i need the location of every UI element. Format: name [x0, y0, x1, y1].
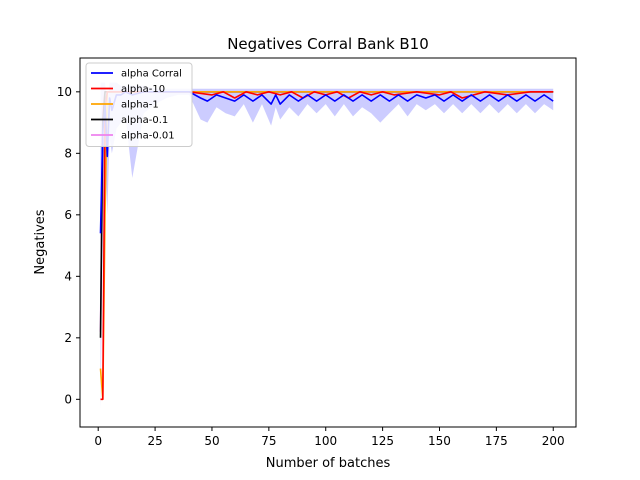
x-tick-label: 100 — [314, 434, 337, 448]
plot-frame — [79, 57, 577, 428]
legend-label: alpha-1 — [121, 100, 159, 111]
x-tick-label: 50 — [204, 434, 219, 448]
legend: alpha Corral alpha-10 alpha-1 alpha-0.1 alph… — [85, 62, 193, 147]
legend-label: alpha-10 — [121, 84, 165, 95]
x-tick-label: 0 — [94, 434, 102, 448]
x-tick-label: 200 — [542, 434, 565, 448]
y-tick-label: 8 — [64, 146, 72, 160]
legend-label: alpha Corral — [121, 69, 182, 80]
x-tick-label: 175 — [485, 434, 508, 448]
legend-box — [85, 62, 193, 147]
y-tick-label: 10 — [57, 85, 72, 99]
axis-ticks: 0 25 50 75 100 125 150 175 200 0 2 4 6 8 10 — [57, 85, 565, 448]
y-tick-label: 0 — [64, 392, 72, 406]
x-tick-label: 125 — [371, 434, 394, 448]
y-tick-label: 6 — [64, 208, 72, 222]
x-tick-label: 150 — [428, 434, 451, 448]
x-tick-label: 25 — [147, 434, 162, 448]
y-axis-label: Negatives — [33, 209, 48, 274]
legend-label: alpha-0.01 — [121, 131, 175, 142]
x-tick-label: 75 — [261, 434, 276, 448]
y-tick-label: 2 — [64, 331, 72, 345]
x-axis-label: Number of batches — [266, 456, 391, 471]
chart-title: Negatives Corral Bank B10 — [227, 35, 429, 53]
legend-label: alpha-0.1 — [121, 115, 168, 126]
y-tick-label: 4 — [64, 269, 72, 283]
